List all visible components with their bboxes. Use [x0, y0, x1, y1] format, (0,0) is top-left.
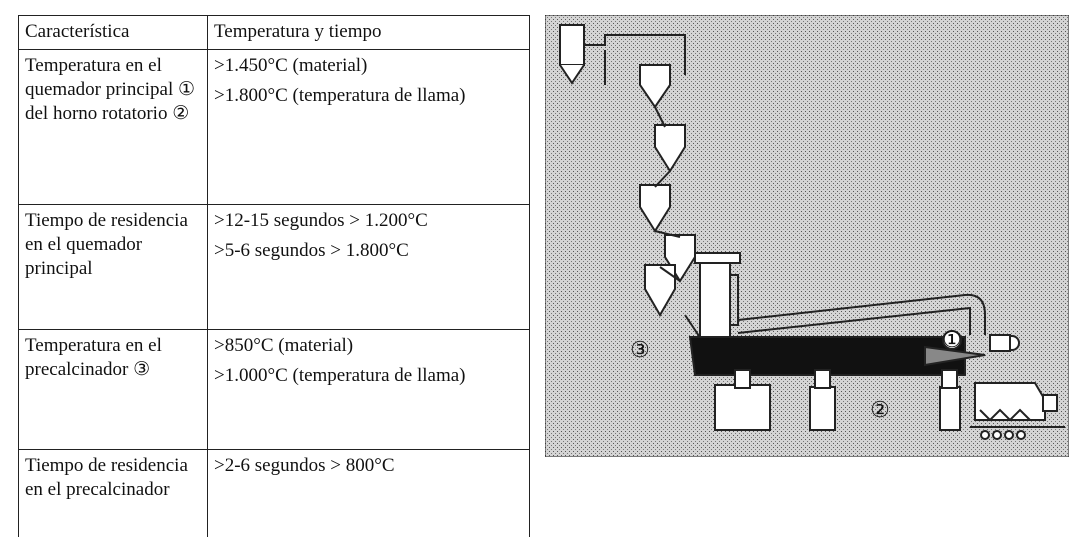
data-table: Característica Temperatura y tiempo Temp…: [18, 15, 530, 537]
cell: Temperatura en el precalcinador ③: [19, 330, 208, 450]
kiln-diagram: ① ② ③: [545, 15, 1069, 457]
cell: Tiempo de residencia en el precalcinador: [19, 450, 208, 537]
paragraph: >1.800°C (temperatura de llama): [214, 84, 521, 108]
paragraph: >12-15 segundos > 1.200°C: [214, 209, 521, 233]
row: Temperatura en el quemador principal ① d…: [19, 50, 530, 205]
cell: Tiempo de residencia en el quemador prin…: [19, 205, 208, 330]
diagram-label: ①: [942, 327, 962, 352]
cell: >850°C (material) >1.000°C (temperatura d…: [208, 330, 530, 450]
paragraph: >2-6 segundos > 800°C: [214, 454, 521, 478]
page: Característica Temperatura y tiempo Temp…: [0, 0, 1084, 537]
paragraph: >1.450°C (material): [214, 54, 521, 78]
paragraph: >850°C (material): [214, 334, 521, 358]
cell: >1.450°C (material) >1.800°C (temperatura…: [208, 50, 530, 205]
row: Tiempo de residencia en el precalcinador…: [19, 450, 530, 537]
row: Temperatura en el precalcinador ③ >850°C…: [19, 330, 530, 450]
header-cell: Característica: [19, 16, 208, 50]
cell: >2-6 segundos > 800°C: [208, 450, 530, 537]
cell: Temperatura en el quemador principal ① d…: [19, 50, 208, 205]
paragraph: >5-6 segundos > 1.800°C: [214, 239, 521, 263]
cell: >12-15 segundos > 1.200°C >5-6 segundos >…: [208, 205, 530, 330]
header-cell: Temperatura y tiempo: [208, 16, 530, 50]
diagram-label: ②: [870, 397, 890, 422]
row: Tiempo de residencia en el quemador prin…: [19, 205, 530, 330]
diagram-label: ③: [630, 337, 650, 362]
paragraph: >1.000°C (temperatura de llama): [214, 364, 521, 388]
header-row: Característica Temperatura y tiempo: [19, 16, 530, 50]
